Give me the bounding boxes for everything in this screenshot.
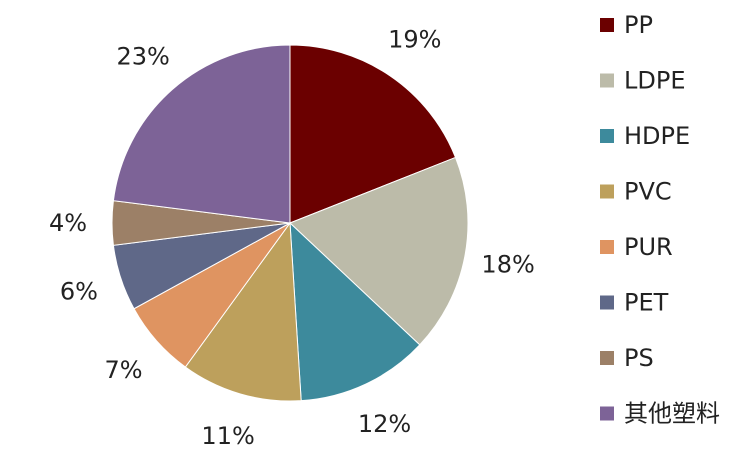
pie-value-label-3: 12% — [358, 410, 411, 438]
legend-swatch — [600, 240, 614, 254]
legend-label: LDPE — [624, 67, 686, 95]
legend-label: PS — [624, 344, 654, 372]
pie-value-label-2: 18% — [481, 251, 534, 279]
legend-item-5: PUR — [600, 233, 673, 261]
legend-label: HDPE — [624, 122, 690, 150]
legend-swatch — [600, 184, 614, 199]
pie-value-label-7: 4% — [49, 209, 87, 237]
pie-value-label-1: 19% — [388, 25, 441, 53]
pie-value-label-4: 11% — [201, 422, 254, 450]
legend-swatch — [600, 295, 614, 310]
legend-label: 其他塑料 — [624, 400, 720, 428]
legend-item-2: LDPE — [600, 67, 686, 95]
legend-item-4: PVC — [600, 178, 672, 206]
legend-swatch — [600, 351, 614, 365]
pie-value-label-6: 6% — [60, 278, 98, 306]
pie-slice-3 — [289, 221, 421, 402]
legend-item-7: PS — [600, 344, 654, 372]
pie-value-label-8: 23% — [117, 43, 170, 71]
legend-label: PUR — [624, 233, 673, 261]
legend-swatch — [600, 129, 614, 143]
legend-item-6: PET — [600, 289, 669, 317]
legend-label: PET — [624, 289, 669, 317]
legend-swatch — [600, 73, 614, 88]
legend-item-1: PP — [600, 11, 653, 39]
legend-label: PVC — [624, 178, 672, 206]
pie-slice-4 — [184, 221, 302, 402]
legend-swatch — [600, 406, 614, 421]
legend-swatch — [600, 18, 614, 32]
legend: PP LDPE HDPE PVC PUR PET PS 其他塑料 — [600, 11, 720, 428]
pie-slice-8 — [112, 44, 291, 224]
pie-slice-1 — [289, 44, 457, 224]
pie-value-label-5: 7% — [104, 356, 142, 384]
pie-slice-2 — [289, 156, 469, 346]
legend-label: PP — [624, 11, 653, 39]
pie-slices — [111, 44, 469, 402]
legend-item-3: HDPE — [600, 122, 690, 150]
legend-item-8: 其他塑料 — [600, 400, 720, 428]
pie-value-labels: 19% 18% 12% 11% 7% 6% 4% 23% — [49, 25, 535, 450]
